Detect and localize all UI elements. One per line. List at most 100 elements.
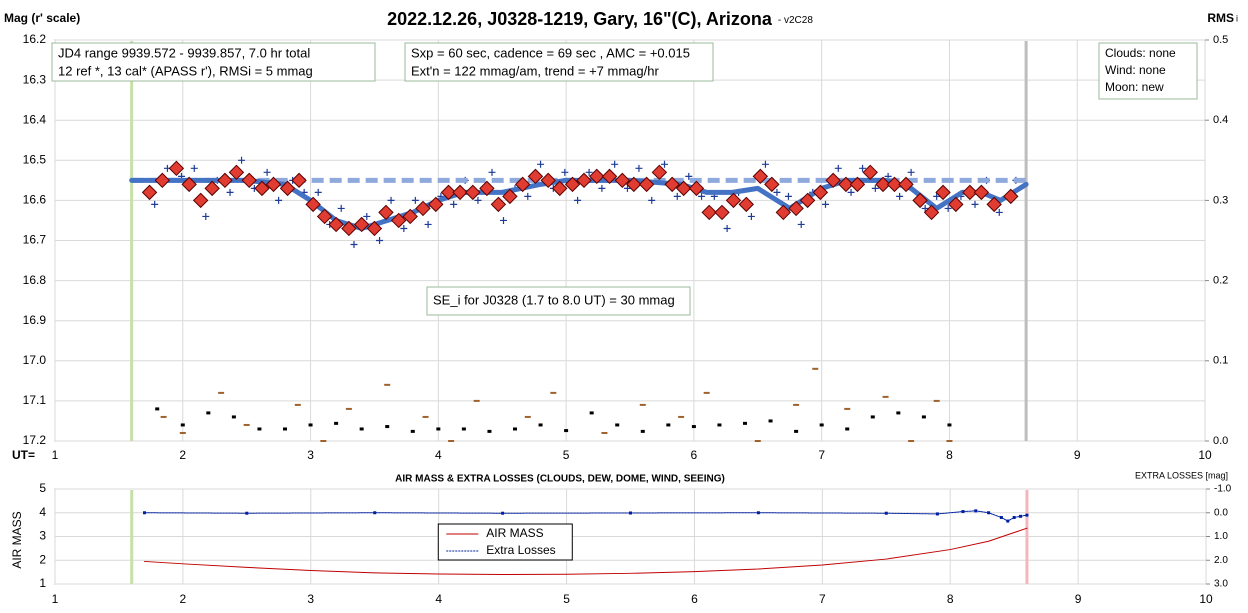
point [626,176,642,193]
point [973,184,990,201]
point [999,516,1003,519]
point [436,427,441,431]
point [717,423,722,427]
point [834,164,842,172]
point [921,204,929,212]
point [422,415,429,418]
point [847,188,855,196]
point [328,216,344,233]
point [487,429,492,433]
y2-tick-label: 0.3 [1213,194,1228,206]
point [1025,513,1029,517]
point [514,176,531,193]
point [611,160,619,168]
point [538,423,543,427]
y2-tick-label: 0.0 [1213,435,1228,447]
x-tick-label: 10 [1199,592,1213,606]
point [410,429,415,433]
point [761,160,769,168]
point [838,176,854,193]
x-tick-label: 7 [819,592,826,606]
point [179,431,186,434]
point [527,168,544,185]
point [141,184,158,201]
point [376,237,384,244]
point [366,220,383,237]
point [773,188,781,196]
point [723,224,731,232]
point [935,184,951,201]
point [540,172,556,189]
point [933,399,940,402]
point [415,200,431,217]
y2-tick-label: 0.5 [1213,34,1228,46]
point [648,196,656,204]
point [986,196,1002,213]
point [797,220,805,228]
point [875,176,891,193]
point [585,168,593,176]
point [305,196,321,213]
y2-tick-label: 0.0 [1214,507,1228,518]
point [651,164,668,181]
point [550,391,557,394]
point [698,192,706,200]
x-tick-label: 3 [307,592,314,606]
point [384,383,391,386]
title: 2022.12.26, J0328-1219, Gary, 16"(C), Ar… [387,9,773,29]
point [862,164,878,181]
point [350,241,358,249]
point [1006,519,1010,523]
point [788,200,804,217]
point [217,172,233,189]
point [241,172,257,189]
point [238,156,246,164]
annotation-text: Wind: none [1105,63,1166,77]
point [601,168,618,185]
point [263,168,271,176]
annotation-text: 12 ref *, 13 cal* (APASS r'), RMSi = 5 m… [58,63,313,78]
x-tick-label: 10 [1198,448,1212,462]
y-tick-label: 2 [39,552,46,566]
annotation-box [1098,42,1198,100]
point [688,180,705,197]
y-tick-label: 17.2 [23,433,47,447]
x-tick-label: 2 [180,592,187,606]
annotation-box [404,42,714,82]
point [490,196,507,213]
annotation-box [426,286,691,316]
point [845,427,850,431]
point [844,407,851,410]
x-tick-label: 9 [1075,592,1082,606]
x-tick-label: 8 [947,592,954,606]
point [675,180,692,197]
point [859,164,867,172]
y2-tick-label: 0.2 [1213,275,1228,287]
point [257,427,262,431]
point [661,160,668,168]
point [345,407,352,410]
point [452,184,468,201]
point [218,391,225,394]
y-tick-label: 1 [39,576,46,590]
point [226,188,234,196]
point [754,440,761,442]
annotation-text: Moon: new [1105,80,1164,94]
point [812,184,829,201]
point [190,164,198,172]
x-tick-label: 4 [435,592,442,606]
chart-title: 2022.12.26, J0328-1219, Gary, 16"(C), Ar… [387,9,813,29]
point [664,176,680,193]
y-tick-label: 16.9 [23,313,47,327]
point [204,180,220,197]
x-tick-label: 2 [179,448,186,462]
point [870,415,875,419]
point [896,411,901,415]
point [160,415,167,418]
point [623,184,631,192]
point [181,176,197,193]
point [615,423,620,427]
point [479,180,495,197]
point [768,419,773,423]
point [701,204,717,221]
